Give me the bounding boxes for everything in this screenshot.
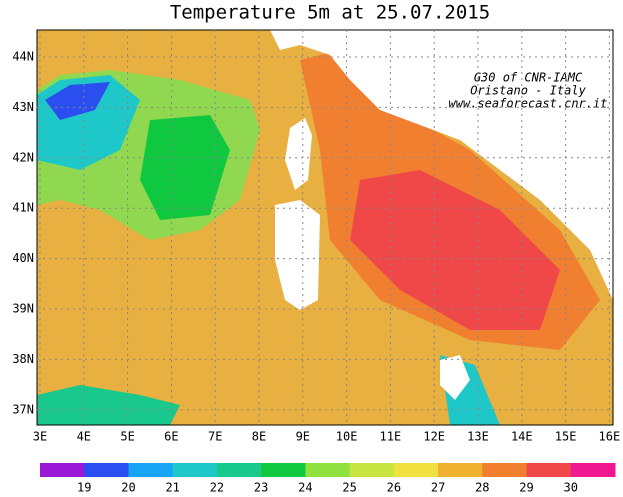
land <box>285 118 312 190</box>
lat-label: 44N <box>12 50 34 64</box>
colorbar-swatch <box>349 463 395 477</box>
lon-label: 12E <box>423 430 445 444</box>
colorbar-label: 24 <box>298 481 312 495</box>
colorbar-swatch <box>305 463 351 477</box>
field-region <box>350 170 560 330</box>
colorbar-swatch <box>84 463 129 477</box>
lon-label: 13E <box>467 430 489 444</box>
land <box>270 30 613 300</box>
title: Temperature 5m at 25.07.2015 <box>170 2 490 24</box>
colorbar-label: 20 <box>121 481 135 495</box>
colorbar-swatch <box>172 463 218 477</box>
credit: www.seaforecast.cnr.it <box>449 97 608 111</box>
lat-label: 42N <box>12 150 34 164</box>
colorbar-swatch <box>482 463 528 477</box>
colorbar-swatch <box>570 463 616 477</box>
colorbar-label: 29 <box>519 481 533 495</box>
map-frame <box>36 29 614 426</box>
colorbar-label: 28 <box>475 481 489 495</box>
lat-label: 43N <box>12 100 34 114</box>
colorbar-label: 26 <box>387 481 401 495</box>
lon-label: 15E <box>555 430 577 444</box>
lon-label: 8E <box>252 430 266 444</box>
colorbar-swatch <box>40 463 85 477</box>
lon-label: 16E <box>599 430 621 444</box>
colorbar-label: 21 <box>165 481 179 495</box>
lat-label: 37N <box>12 402 34 416</box>
lon-label: 6E <box>164 430 178 444</box>
lat-label: 41N <box>12 201 34 215</box>
lon-label: 9E <box>296 430 310 444</box>
land <box>275 200 320 310</box>
credit: Oristano - Italy <box>470 84 586 98</box>
land <box>440 355 470 400</box>
lon-label: 4E <box>77 430 91 444</box>
lat-label: 40N <box>12 251 34 265</box>
lat-label: 38N <box>12 352 34 366</box>
lon-label: 7E <box>208 430 222 444</box>
colorbar-swatch <box>526 463 572 477</box>
lon-label: 5E <box>120 430 134 444</box>
colorbar-label: 22 <box>210 481 224 495</box>
colorbar-swatch <box>128 463 174 477</box>
lat-label: 39N <box>12 302 34 316</box>
colorbar-label: 19 <box>77 481 91 495</box>
colorbar-swatch <box>393 463 439 477</box>
field-region <box>45 82 110 120</box>
colorbar-label: 27 <box>431 481 445 495</box>
colorbar-label: 25 <box>342 481 356 495</box>
colorbar-label: 23 <box>254 481 268 495</box>
lon-label: 14E <box>511 430 533 444</box>
colorbar-swatch <box>216 463 262 477</box>
map <box>36 29 614 426</box>
lon-label: 10E <box>336 430 358 444</box>
credit: G30 of CNR-IAMC <box>474 71 583 85</box>
colorbar-swatch <box>261 463 306 477</box>
colorbar-swatch <box>438 463 483 477</box>
colorbar-label: 30 <box>564 481 578 495</box>
lon-label: 11E <box>380 430 402 444</box>
lon-label: 3E <box>33 430 47 444</box>
field-region <box>37 385 180 425</box>
field-region <box>140 115 230 220</box>
